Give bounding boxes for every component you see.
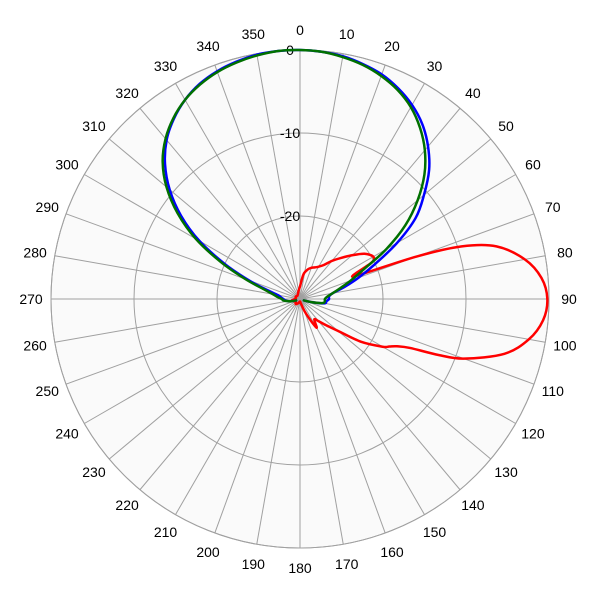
angle-gridline-240 (84, 298, 301, 424)
angle-tick-label: 80 (557, 244, 573, 260)
angle-gridline-40 (299, 107, 461, 300)
angle-gridline-350 (256, 53, 301, 300)
angle-tick-label: 140 (461, 497, 485, 513)
angle-tick-label: 210 (154, 524, 178, 540)
radial-gridline--20 (216, 215, 384, 383)
angle-tick-label: 30 (427, 58, 443, 74)
angle-tick-label: 60 (525, 157, 541, 173)
radial-tick-label: -10 (280, 125, 300, 141)
angle-gridline-330 (175, 83, 301, 300)
angle-gridline-150 (299, 298, 425, 515)
angle-gridline-80 (299, 255, 546, 300)
angle-tick-label: 220 (115, 497, 139, 513)
angle-gridline-290 (65, 213, 301, 300)
angle-gridline-100 (299, 298, 546, 343)
angle-tick-label: 340 (196, 38, 220, 54)
angle-gridline-260 (54, 298, 301, 343)
angle-tick-label: 240 (55, 426, 79, 442)
angle-gridline-120 (299, 298, 516, 424)
angle-tick-label: 160 (380, 544, 404, 560)
angle-tick-label: 200 (196, 544, 220, 560)
angle-gridline-230 (108, 298, 301, 460)
angle-tick-labels: 0 10 20 30 40 50 60 70 80 90 100 110 120 130 140 150 160… (19, 22, 577, 576)
angle-gridline-130 (299, 298, 492, 460)
angle-tick-label: 120 (521, 426, 545, 442)
angle-tick-label: 270 (19, 291, 43, 307)
angle-gridline-60 (299, 174, 516, 300)
angle-tick-label: 310 (82, 118, 106, 134)
angle-tick-label: 50 (498, 118, 514, 134)
angle-gridline-110 (299, 298, 535, 385)
angle-tick-label: 260 (23, 338, 47, 354)
angle-tick-label: 330 (154, 58, 178, 74)
angle-gridline-10 (299, 53, 344, 300)
angle-gridline-340 (214, 64, 301, 300)
angle-tick-label: 10 (339, 26, 355, 42)
angle-gridline-20 (299, 64, 386, 300)
angle-tick-label: 280 (23, 244, 47, 260)
angle-gridline-300 (84, 174, 301, 300)
angle-tick-label: 250 (36, 383, 60, 399)
angle-tick-label: 290 (36, 199, 60, 215)
angle-tick-label: 350 (242, 26, 266, 42)
series-layer (161, 48, 549, 360)
angle-gridline-30 (299, 83, 425, 300)
angle-gridline-220 (139, 298, 301, 491)
angle-gridline-190 (256, 298, 301, 545)
angle-gridline-140 (299, 298, 461, 491)
angle-gridline-160 (299, 298, 386, 534)
angle-tick-label: 190 (242, 556, 266, 572)
angle-gridline-210 (175, 298, 301, 515)
angle-gridline-280 (54, 255, 301, 300)
angle-gridline-170 (299, 298, 344, 545)
angle-gridline-310 (108, 138, 301, 300)
series-line-2 (161, 48, 427, 305)
angle-tick-label: 180 (288, 560, 312, 576)
angle-tick-label: 100 (553, 338, 577, 354)
angle-tick-label: 0 (296, 22, 304, 38)
angle-tick-label: 90 (561, 291, 577, 307)
angle-tick-label: 300 (55, 157, 79, 173)
angle-tick-label: 70 (545, 199, 561, 215)
angle-gridline-250 (65, 298, 301, 385)
angle-gridline-50 (299, 138, 492, 300)
angle-tick-label: 230 (82, 464, 106, 480)
radial-gridline--10 (133, 132, 467, 466)
angle-tick-label: 20 (384, 38, 400, 54)
angle-tick-label: 130 (494, 464, 518, 480)
angle-tick-label: 170 (335, 556, 359, 572)
angle-gridlines (51, 50, 549, 548)
radial-tick-label: -20 (280, 208, 300, 224)
angle-tick-label: 150 (423, 524, 447, 540)
angle-tick-label: 110 (542, 383, 565, 399)
angle-tick-label: 40 (465, 85, 481, 101)
angle-gridline-200 (214, 298, 301, 534)
angle-tick-label: 320 (115, 85, 139, 101)
